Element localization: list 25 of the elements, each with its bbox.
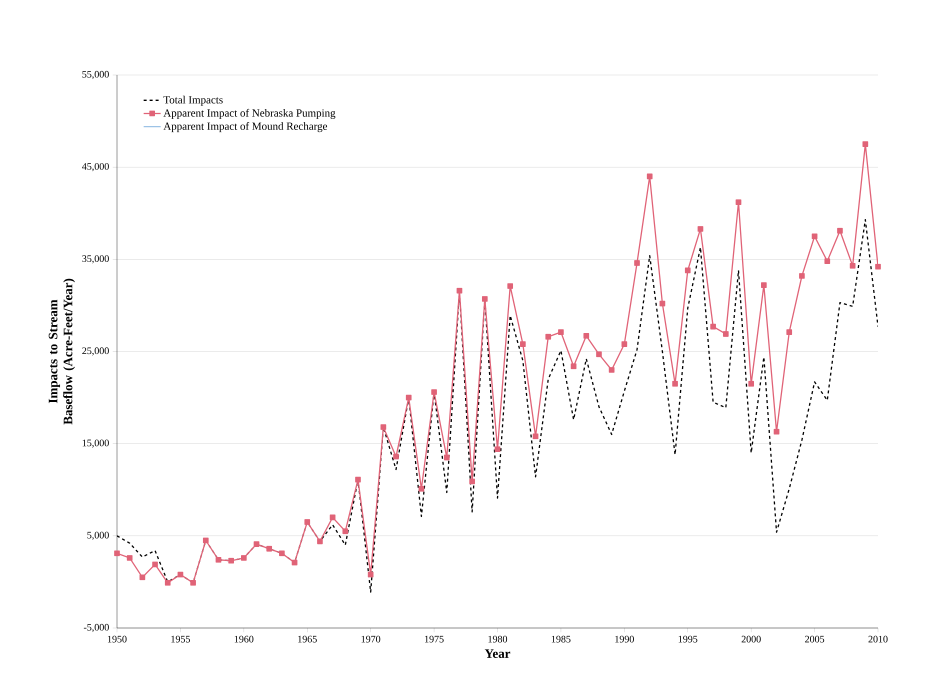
y-tick-label: -5,000 <box>84 624 109 632</box>
x-tick-label: 1965 <box>298 636 317 642</box>
x-tick-label: 2010 <box>868 636 888 642</box>
x-tick-label: 1975 <box>425 636 444 642</box>
x-tick-label: 1955 <box>171 636 190 642</box>
y-tick-label: 5,000 <box>87 532 109 540</box>
x-tick-label: 1980 <box>488 636 508 642</box>
legend-label: Apparent Impact of Mound Recharge <box>163 122 328 132</box>
x-tick-label: 1970 <box>362 636 380 642</box>
x-tick-label: 1990 <box>615 636 634 642</box>
x-tick-label: 1950 <box>108 636 127 642</box>
x-tick-label: 1985 <box>552 636 570 642</box>
y-tick-label: 55,000 <box>82 70 109 80</box>
x-tick-label: 2005 <box>805 636 824 642</box>
x-tick-label: 1995 <box>678 636 698 642</box>
legend-label: Apparent Impact of Nebraska Pumping <box>163 108 336 119</box>
x-tick-label: 1960 <box>234 636 254 642</box>
y-tick-label: 25,000 <box>82 347 109 356</box>
y-tick-label: 15,000 <box>82 440 109 448</box>
x-axis-title: Year <box>484 649 510 658</box>
y-tick-label: 35,000 <box>82 255 109 264</box>
x-tick-label: 2000 <box>742 636 761 642</box>
legend-label: Total Impacts <box>164 96 223 106</box>
y-axis-title: Impacts to Stream Baseflow (Acre-Feet/Year) <box>48 278 75 425</box>
y-tick-label: 45,000 <box>82 163 109 172</box>
